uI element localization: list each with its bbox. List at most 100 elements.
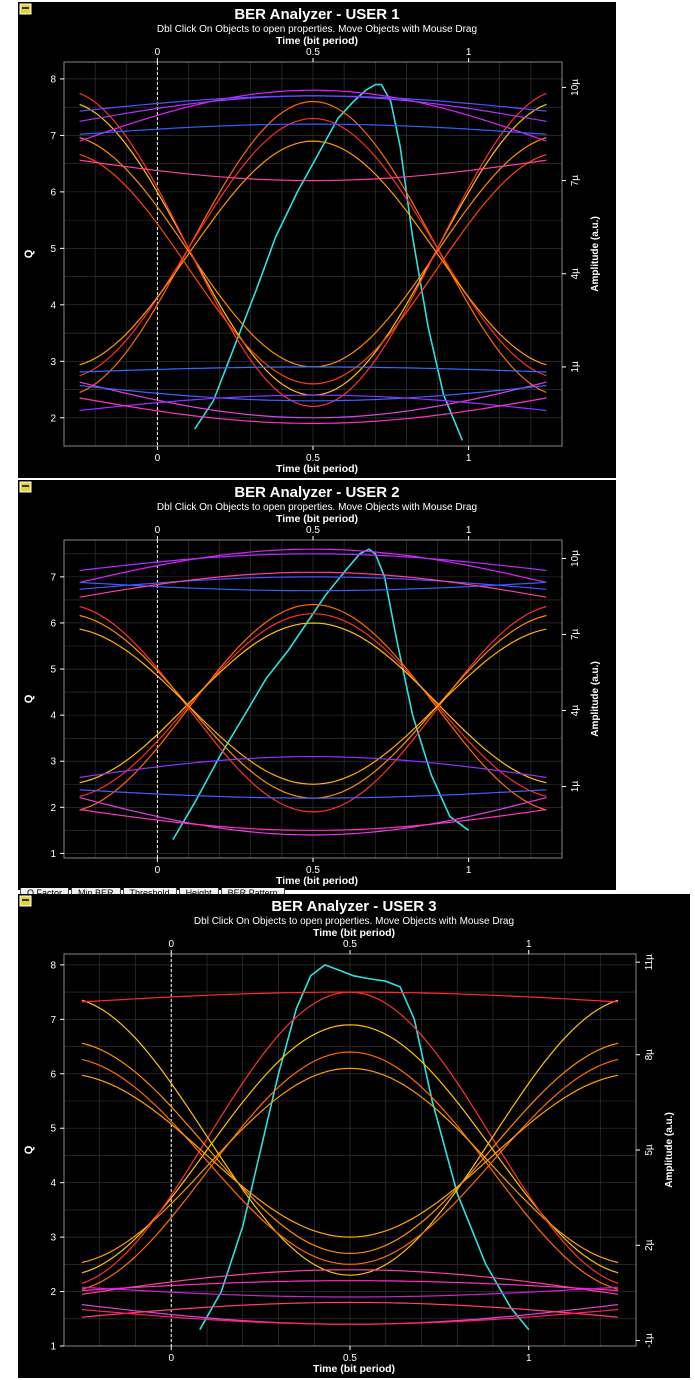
eye-trace-12 [79,796,547,836]
chart-title: BER Analyzer - USER 1 [234,6,399,23]
eye-trace-15 [81,1308,619,1325]
eye-trace-15 [79,394,547,412]
eye-trace-9 [81,991,619,1003]
y-tick-label: 2 [50,1287,56,1298]
right-tick-label: 2µ [644,1239,655,1251]
eye-trace-7 [81,1058,619,1265]
eye-trace-16 [79,366,547,373]
q-factor-curve [199,963,530,1331]
right-tick-label: 8µ [644,1049,655,1061]
eye-trace-12 [79,123,547,135]
y-tick-label: 4 [50,711,56,722]
eye-trace-11 [79,571,547,598]
x-tick-label-bottom: 1 [526,1353,532,1364]
x-tick-label-top: 0.5 [343,939,357,950]
x-tick-label-bottom: 1 [466,453,472,464]
y-tick-label: 2 [50,413,56,424]
right-tick-label: 1µ [570,781,581,793]
top-x-axis-label: Time (bit period) [276,35,358,47]
ber-panel-user1: BER Analyzer - USER 1 Dbl Click On Object… [18,2,616,478]
window-icon [19,895,32,907]
x-tick-label-bottom: 0.5 [306,865,320,876]
eye-trace-14 [79,384,547,402]
x-tick-label-bottom: 0.5 [306,453,320,464]
y-tick-label: 1 [50,849,56,860]
y-tick-label: 2 [50,803,56,814]
bottom-x-axis-label: Time (bit period) [276,875,358,887]
q-factor-curve [194,83,464,441]
eye-trace-6 [81,1042,619,1255]
right-y-axis-label: Amplitude (a.u.) [590,661,601,737]
window-icon [19,481,32,493]
eye-trace-13 [79,756,547,778]
right-y-axis-label: Amplitude (a.u.) [664,1112,675,1188]
eye-trace-2 [81,1024,619,1274]
y-tick-label: 8 [50,960,56,971]
y-tick-label: 8 [50,74,56,85]
right-tick-label: 10µ [570,550,581,567]
eye-trace-6 [79,92,547,408]
x-tick-label-top: 0.5 [306,525,320,536]
top-x-axis-label: Time (bit period) [276,513,358,525]
y-tick-label: 6 [50,1069,56,1080]
eye-trace-10 [79,553,547,572]
eye-trace-1 [81,1051,619,1290]
chart-title: BER Analyzer - USER 2 [234,484,399,501]
eye-trace-7 [79,548,547,584]
chart-subtitle: Dbl Click On Objects to open properties.… [157,24,477,35]
y-tick-label: 1 [50,1342,56,1353]
right-tick-label: 4µ [570,705,581,717]
x-tick-label-top: 0.5 [306,47,320,58]
y-tick-label: 6 [50,187,56,198]
eye-trace-8 [79,89,547,142]
eye-trace-6 [79,628,547,785]
right-tick-label: 11µ [644,954,655,970]
y-tick-label: 3 [50,757,56,768]
eye-trace-12 [81,1280,619,1292]
eye-trace-8 [79,576,547,590]
x-tick-label-top: 0 [155,525,161,536]
left-y-axis-label: Q [23,694,35,703]
right-tick-label: 10µ [570,79,581,96]
y-tick-label: 5 [50,244,56,255]
chart-subtitle: Dbl Click On Objects to open properties.… [157,502,477,513]
right-y-axis-label: Amplitude (a.u.) [590,216,601,292]
eye-trace-13 [79,381,547,419]
x-tick-label-top: 0 [168,939,174,950]
eye-trace-2 [79,613,547,797]
ber-panel-user2: BER Analyzer - USER 2 Dbl Click On Object… [18,480,616,890]
y-tick-label: 3 [50,357,56,368]
y-tick-label: 4 [50,300,56,311]
ber-panel-user3: BER Analyzer - USER 3 Dbl Click On Object… [18,894,690,1378]
eye-trace-7 [79,154,547,385]
left-y-axis-label: Q [23,249,35,258]
eye-trace-14 [79,789,547,799]
eye-trace-1 [79,100,547,393]
eye-trace-3 [81,1067,619,1264]
x-tick-label-top: 0 [155,47,161,58]
window-icon [19,3,32,15]
eye-trace-17 [79,397,547,424]
left-y-axis-label: Q [23,1145,35,1154]
bottom-x-axis-label: Time (bit period) [276,463,358,475]
x-tick-label-top: 1 [466,47,472,58]
eye-trace-3 [79,622,547,784]
right-tick-label: 7µ [570,175,581,187]
right-tick-label: 4µ [570,268,581,280]
y-tick-label: 4 [50,1178,56,1189]
x-tick-label-bottom: 0 [155,865,161,876]
chart-subtitle: Dbl Click On Objects to open properties.… [194,916,514,927]
eye-trace-13 [81,1301,619,1318]
top-x-axis-label: Time (bit period) [313,927,395,939]
x-tick-label-bottom: 0 [155,453,161,464]
y-tick-label: 5 [50,665,56,676]
eye-trace-9 [79,581,547,592]
eye-trace-10 [81,1269,619,1295]
right-tick-label: 5µ [644,1144,655,1156]
q-factor-curve [172,548,470,841]
x-tick-label-bottom: 0 [168,1353,174,1364]
right-tick-label: 1µ [570,361,581,373]
